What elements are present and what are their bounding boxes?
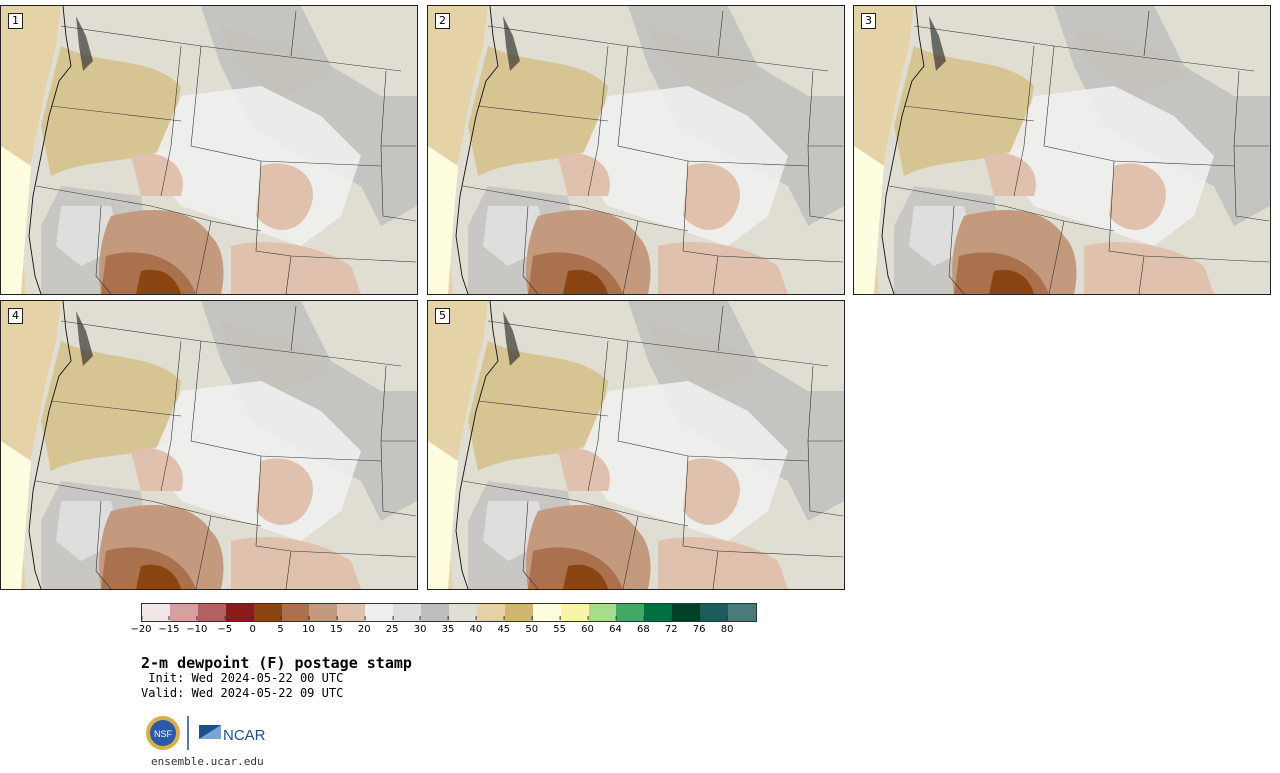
- colorbar-swatch: [504, 604, 533, 621]
- panel-label: 3: [861, 13, 876, 29]
- colorbar-tick: 80: [721, 616, 733, 635]
- colorbar-tick: 76: [693, 616, 706, 635]
- logos: NSF NCAR: [145, 713, 275, 753]
- colorbar-tick: −5: [217, 616, 232, 635]
- map-panel-1: 1: [0, 5, 418, 295]
- map-3: [854, 6, 1270, 294]
- colorbar-tick: 35: [442, 616, 454, 635]
- map-panel-2: 2: [427, 5, 845, 295]
- colorbar-tick: −15: [158, 616, 179, 635]
- figure-title: 2-m dewpoint (F) postage stamp: [141, 654, 412, 672]
- colorbar-tick: 68: [637, 616, 650, 635]
- colorbar-swatch: [393, 604, 422, 621]
- colorbar-tick: 5: [277, 616, 284, 635]
- colorbar-tick: 15: [330, 616, 343, 635]
- colorbar-ticks: −20 −15 −10 −5 0 5 10 15 20 25 30 35 40 45 50 55 60 64 68 7…: [120, 616, 820, 640]
- colorbar-swatch: [337, 604, 366, 621]
- colorbar-tick: 50: [525, 616, 538, 635]
- init-time: Init: Wed 2024-05-22 00 UTC: [141, 671, 344, 685]
- colorbar-swatch: [225, 604, 254, 621]
- colorbar-swatch: [309, 604, 338, 621]
- map-4: [1, 301, 417, 589]
- colorbar-swatch: [421, 604, 449, 621]
- colorbar-tick: 64: [609, 616, 622, 635]
- colorbar-swatch: [142, 604, 170, 621]
- colorbar-tick: 20: [358, 616, 371, 635]
- map-panel-4: 4: [0, 300, 418, 590]
- colorbar-tick: 30: [414, 616, 426, 635]
- colorbar-swatch: [197, 604, 226, 621]
- map-5: [428, 301, 844, 589]
- colorbar-tick: 72: [665, 616, 678, 635]
- colorbar-swatch: [588, 604, 617, 621]
- colorbar-swatch: [616, 604, 645, 621]
- nsf-ncar-logo: NSF NCAR: [146, 716, 266, 750]
- colorbar: [141, 603, 757, 622]
- map-1: [1, 6, 417, 294]
- panel-label: 4: [8, 308, 23, 324]
- colorbar-swatch: [700, 604, 729, 621]
- website-link[interactable]: ensemble.ucar.edu: [151, 755, 264, 768]
- colorbar-tick: 25: [386, 616, 399, 635]
- colorbar-tick: 60: [581, 616, 594, 635]
- map-panel-5: 5: [427, 300, 845, 590]
- colorbar-swatch: [365, 604, 394, 621]
- colorbar-swatch: [281, 604, 310, 621]
- valid-time: Valid: Wed 2024-05-22 09 UTC: [141, 686, 344, 700]
- colorbar-tick: 0: [249, 616, 256, 635]
- colorbar-swatch: [644, 604, 673, 621]
- panel-label: 1: [8, 13, 23, 29]
- colorbar-swatch: [672, 604, 701, 621]
- colorbar-swatch: [476, 604, 505, 621]
- panel-label: 2: [435, 13, 450, 29]
- map-panel-3: 3: [853, 5, 1271, 295]
- colorbar-swatch: [448, 604, 477, 621]
- colorbar-tick: −20: [130, 616, 152, 635]
- colorbar-swatch: [560, 604, 589, 621]
- colorbar-swatch: [253, 604, 282, 621]
- colorbar-tick: 55: [553, 616, 566, 635]
- ncar-logo-text: NCAR: [223, 727, 266, 744]
- colorbar-tick: 45: [497, 616, 510, 635]
- colorbar-tick: 40: [470, 616, 482, 635]
- colorbar-swatch: [728, 604, 756, 621]
- colorbar-swatch: [169, 604, 198, 621]
- colorbar-tick: 10: [302, 616, 315, 635]
- colorbar-tick: −10: [186, 616, 207, 635]
- map-2: [428, 6, 844, 294]
- nsf-logo-text: NSF: [154, 729, 173, 739]
- colorbar-swatch: [532, 604, 561, 621]
- panel-label: 5: [435, 308, 450, 324]
